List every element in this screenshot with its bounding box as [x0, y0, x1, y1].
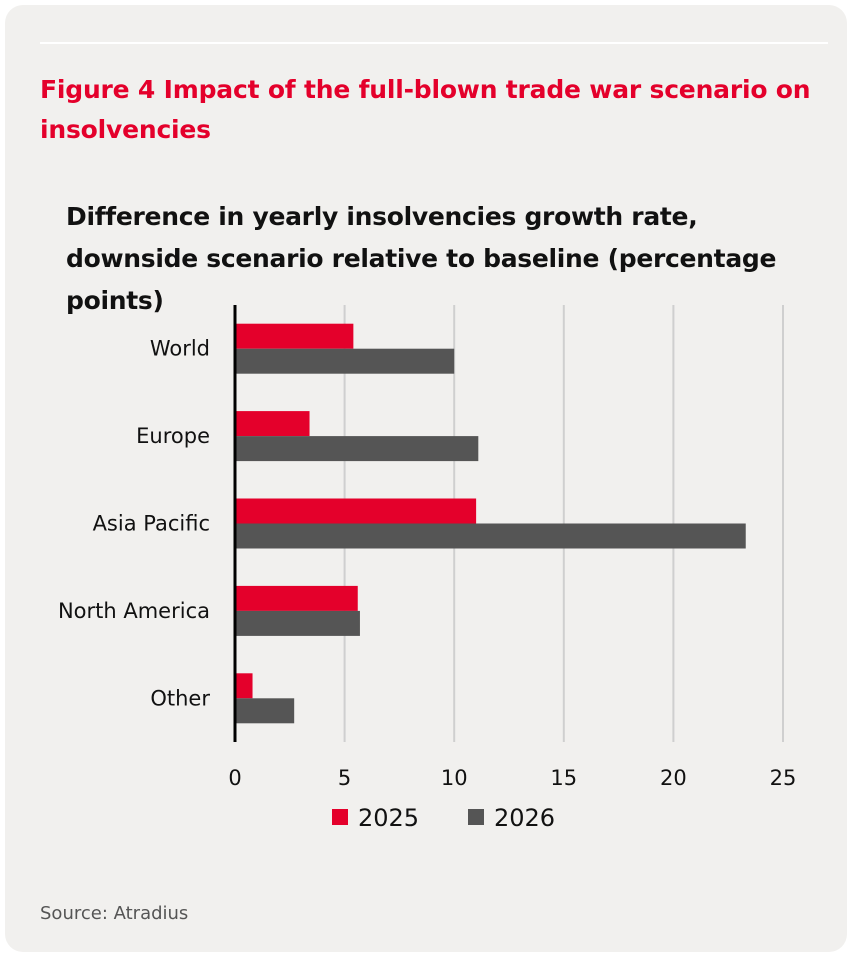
x-tick-25: 25	[770, 766, 797, 790]
x-tick-labels: 0 5 10 15 20 25	[228, 766, 796, 790]
legend-swatch-2026	[468, 809, 484, 825]
category-labels: World Europe Asia Pacific North America Othe…	[58, 337, 210, 711]
chart-title: Difference in yearly insolvencies growth…	[66, 202, 777, 315]
x-tick-20: 20	[660, 766, 687, 790]
bar-europe-2025	[236, 411, 310, 437]
legend: 2025 2026	[332, 804, 555, 832]
bar-world-2026	[236, 348, 455, 374]
bar-world-2025	[236, 323, 354, 349]
top-rule	[40, 42, 828, 44]
category-label-north-america: North America	[58, 599, 210, 623]
bar-north-america-2026	[236, 610, 360, 636]
category-label-asia-pacific: Asia Pacific	[93, 512, 210, 536]
bars	[236, 323, 746, 724]
figure-card	[5, 5, 847, 952]
bar-asia-pacific-2026	[236, 523, 746, 549]
legend-label-2026: 2026	[494, 804, 555, 832]
bar-north-america-2025	[236, 585, 358, 611]
figure-title: Figure 4 Impact of the full-blown trade …	[40, 75, 811, 144]
category-label-europe: Europe	[136, 424, 210, 448]
category-label-other: Other	[150, 686, 210, 710]
legend-label-2025: 2025	[358, 804, 419, 832]
bar-europe-2026	[236, 436, 479, 462]
bar-asia-pacific-2025	[236, 498, 477, 524]
bar-other-2025	[236, 673, 253, 699]
category-label-world: World	[150, 337, 210, 361]
legend-swatch-2025	[332, 809, 348, 825]
x-tick-15: 15	[550, 766, 577, 790]
x-tick-0: 0	[228, 766, 241, 790]
bar-other-2026	[236, 698, 295, 724]
x-tick-10: 10	[441, 766, 468, 790]
source-note: Source: Atradius	[40, 903, 189, 924]
x-tick-5: 5	[338, 766, 351, 790]
